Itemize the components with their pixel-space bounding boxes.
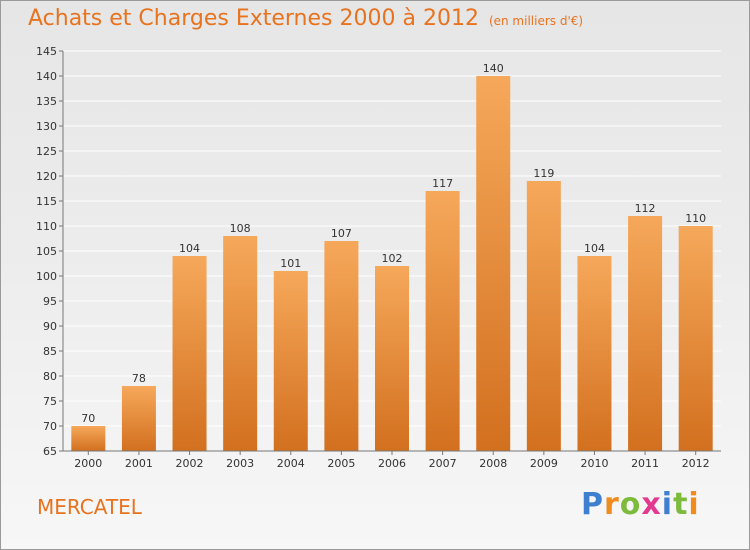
bar-value-label: 119 [533,167,554,180]
bar-value-label: 104 [179,242,200,255]
bar [121,386,156,451]
x-tick-label: 2005 [327,457,355,470]
logo-letter: i [688,487,700,522]
proxiti-logo: Proxiti [581,487,700,522]
chart-title: Achats et Charges Externes 2000 à 2012 (e… [28,6,583,31]
logo-letter: P [581,487,604,522]
y-tick-label: 80 [43,370,57,383]
bar [172,256,207,451]
logo-letter: o [619,487,642,522]
bar [526,181,561,451]
x-tick-label: 2001 [125,457,153,470]
y-tick-label: 75 [43,395,57,408]
bar [273,271,308,451]
y-tick-label: 90 [43,320,57,333]
bar-value-label: 110 [685,212,706,225]
bar-value-label: 102 [382,252,403,265]
logo-letter: t [673,487,689,522]
unit-note: (en milliers d'€) [488,14,584,28]
x-tick-label: 2002 [176,457,204,470]
x-tick-label: 2009 [530,457,558,470]
y-tick-label: 125 [36,145,57,158]
y-tick-label: 140 [36,70,57,83]
bar [425,191,460,451]
y-tick-label: 70 [43,420,57,433]
bar-value-label: 117 [432,177,453,190]
y-tick-label: 65 [43,445,57,458]
bars: 70 78 104 108 101 107 102 117 140 119 104 112 110 [71,62,713,451]
y-tick-label: 95 [43,295,57,308]
bar [223,236,258,451]
y-tick-label: 145 [36,45,57,58]
x-tick-label: 2006 [378,457,406,470]
bar [628,216,663,451]
y-tick-label: 130 [36,120,57,133]
x-tick-label: 2008 [479,457,507,470]
bar-value-label: 101 [280,257,301,270]
chart-title-text: Achats et Charges Externes 2000 à 2012 [28,6,479,31]
logo-letter: i [661,487,674,522]
y-tick-label: 85 [43,345,57,358]
x-tick-label: 2010 [580,457,608,470]
y-tick-label: 115 [36,195,57,208]
logo-letter: r [604,487,620,522]
bar [324,241,359,451]
bar-value-label: 104 [584,242,605,255]
bar [577,256,612,451]
x-tick-label: 2003 [226,457,254,470]
bar-value-label: 70 [81,412,95,425]
bar [476,76,511,451]
bar-value-label: 140 [483,62,504,75]
bar-value-label: 107 [331,227,352,240]
y-tick-label: 100 [36,270,57,283]
bar [71,426,106,451]
bar [678,226,713,451]
x-tick-label: 2007 [429,457,457,470]
y-tick-label: 110 [36,220,57,233]
x-tick-label: 2000 [74,457,102,470]
location-label: MERCATEL [37,495,142,519]
bar-value-label: 108 [230,222,251,235]
x-axis: 2000 2001 2002 2003 2004 2005 2006 2007 2008 2009… [63,450,721,470]
y-tick-label: 120 [36,170,57,183]
y-tick-label: 135 [36,95,57,108]
logo-letter: x [641,487,662,522]
x-tick-label: 2011 [631,457,659,470]
x-tick-label: 2004 [277,457,305,470]
y-axis: 65 70 75 80 85 90 95 100 105 110 115 120 125 130 135 14… [36,45,64,458]
y-tick-label: 105 [36,245,57,258]
bar-value-label: 78 [132,372,146,385]
bar [375,266,409,451]
x-tick-label: 2012 [682,457,710,470]
bar-value-label: 112 [635,202,656,215]
